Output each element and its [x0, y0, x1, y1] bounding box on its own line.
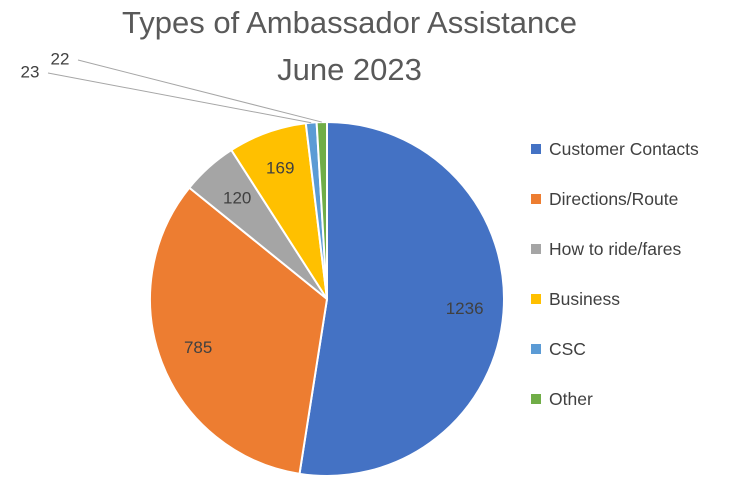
legend-item-csc: CSC [531, 324, 731, 374]
legend-swatch-business [531, 294, 541, 304]
pie-slice-customer-contacts [298, 120, 505, 477]
chart-subtitle: June 2023 [277, 52, 422, 87]
legend-item-directions-route: Directions/Route [531, 174, 731, 224]
legend-item-business: Business [531, 274, 731, 324]
legend-swatch-other [531, 394, 541, 404]
legend-item-how-to-ride-fares: How to ride/fares [531, 224, 731, 274]
data-label-other: 22 [51, 49, 70, 68]
pie-slice-other [315, 120, 328, 300]
legend-label-csc: CSC [549, 338, 586, 359]
chart-legend: Customer Contacts Directions/Route How to … [531, 124, 731, 424]
legend-label-directions-route: Directions/Route [549, 188, 679, 209]
legend-swatch-csc [531, 344, 541, 354]
data-label-customer-contacts: 1236 [446, 299, 484, 318]
data-label-csc: 23 [21, 62, 40, 81]
legend-label-customer-contacts: Customer Contacts [549, 138, 699, 159]
chart-title: Types of Ambassador Assistance [122, 5, 577, 40]
legend-label-other: Other [549, 388, 593, 409]
leader-line-other [77, 59, 322, 123]
leader-line-csc [47, 72, 312, 124]
legend-swatch-customer-contacts [531, 144, 541, 154]
legend-label-how-to-ride-fares: How to ride/fares [549, 238, 682, 259]
legend-item-other: Other [531, 374, 731, 424]
data-label-directions-route: 785 [184, 338, 212, 357]
data-label-how-to-ride-fares: 120 [223, 188, 251, 207]
legend-swatch-how-to-ride-fares [531, 244, 541, 254]
legend-item-customer-contacts: Customer Contacts [531, 124, 731, 174]
legend-label-business: Business [549, 288, 621, 309]
data-label-business: 169 [266, 159, 294, 178]
legend-swatch-directions-route [531, 194, 541, 204]
pie-slice-directions-route [149, 186, 329, 475]
